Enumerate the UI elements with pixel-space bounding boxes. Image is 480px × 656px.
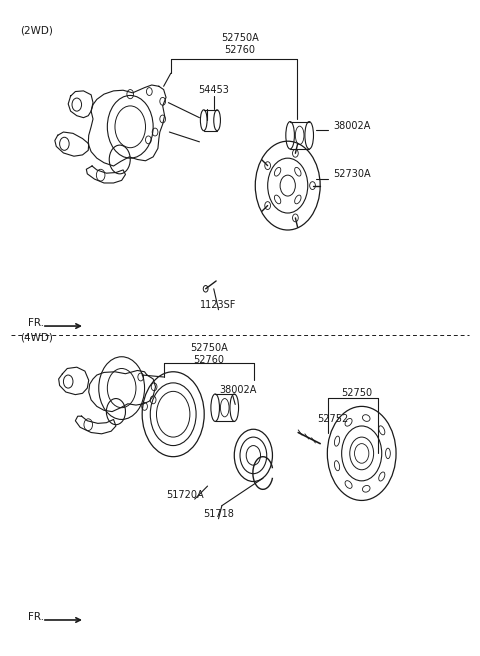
Text: 52750: 52750 — [341, 388, 372, 398]
Text: 38002A: 38002A — [333, 121, 371, 131]
Text: 54453: 54453 — [198, 85, 229, 94]
Text: 52750A
52760: 52750A 52760 — [190, 343, 228, 365]
Text: FR.: FR. — [28, 612, 44, 622]
Text: 51718: 51718 — [203, 509, 234, 519]
Text: 51720A: 51720A — [166, 489, 204, 500]
Text: (2WD): (2WD) — [21, 26, 53, 36]
Text: 38002A: 38002A — [219, 385, 256, 395]
Text: 1123SF: 1123SF — [200, 300, 237, 310]
Text: 52750A
52760: 52750A 52760 — [221, 33, 259, 54]
Text: 52730A: 52730A — [333, 169, 371, 180]
Text: FR.: FR. — [28, 318, 44, 328]
Text: 52752: 52752 — [317, 415, 348, 424]
Text: (4WD): (4WD) — [21, 333, 53, 343]
